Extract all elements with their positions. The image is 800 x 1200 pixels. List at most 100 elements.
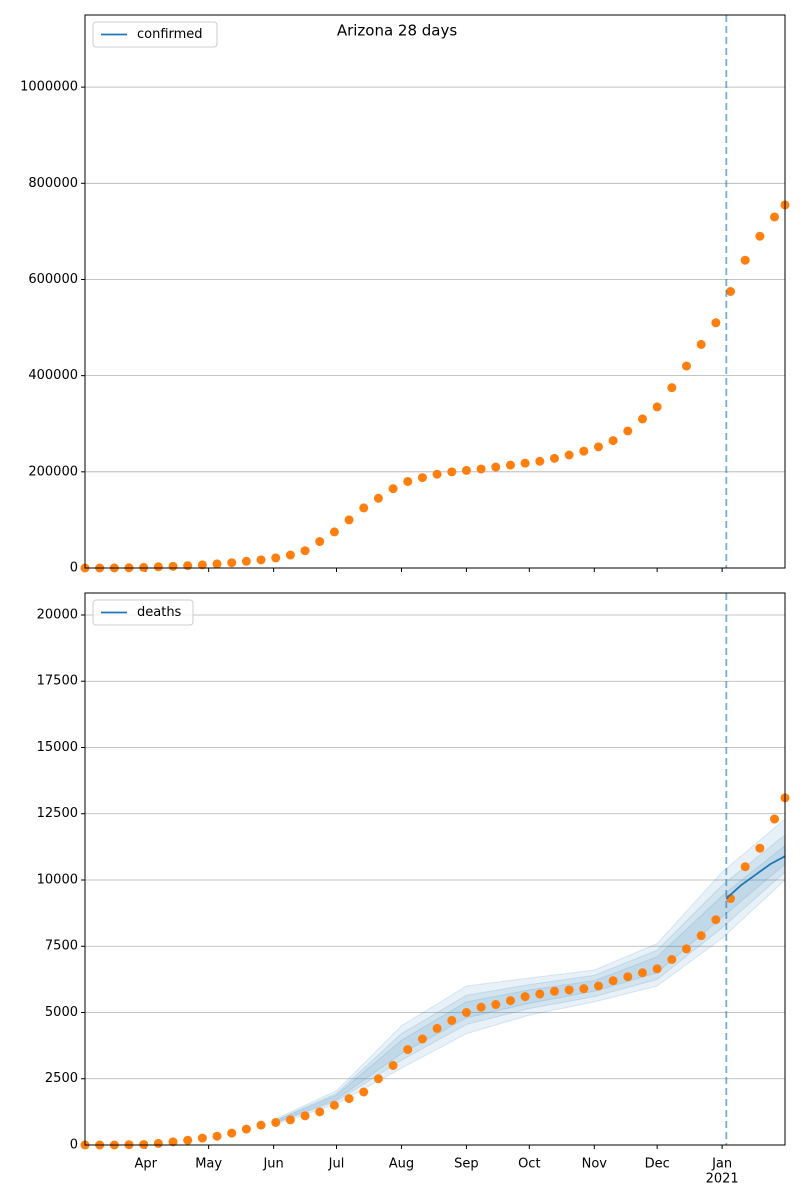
observed-point xyxy=(696,931,706,941)
observed-point xyxy=(241,556,251,566)
observed-point xyxy=(652,402,662,412)
observed-point xyxy=(432,469,442,479)
x-tick-label: Jan xyxy=(711,1157,732,1172)
observed-point xyxy=(593,442,603,452)
observed-point xyxy=(241,1124,251,1134)
x-tick-label: Nov xyxy=(582,1157,608,1172)
legend-label: deaths xyxy=(137,605,182,620)
y-tick-label: 20000 xyxy=(37,607,78,622)
observed-point xyxy=(770,814,780,824)
observed-point xyxy=(432,1023,442,1033)
observed-point xyxy=(212,1131,222,1141)
axes-frame xyxy=(84,592,786,1146)
observed-point xyxy=(491,1000,501,1010)
x-tick-label: Aug xyxy=(389,1157,414,1172)
chart-title: Arizona 28 days xyxy=(337,22,458,40)
observed-point xyxy=(520,992,530,1002)
y-tick-label: 10000 xyxy=(37,872,78,887)
observed-point xyxy=(770,212,780,222)
observed-point xyxy=(403,476,413,486)
forecast-line xyxy=(725,855,786,900)
observed-point xyxy=(373,1074,383,1084)
observed-point xyxy=(139,562,149,572)
axes-frame xyxy=(84,14,786,569)
observed-point xyxy=(623,972,633,982)
observed-point xyxy=(183,561,193,571)
observed-point xyxy=(637,414,647,424)
observed-point xyxy=(197,1133,207,1143)
observed-point xyxy=(476,1002,486,1012)
observed-point xyxy=(315,537,325,547)
y-tick-label: 0 xyxy=(70,561,78,576)
observed-point xyxy=(726,287,736,296)
observed-point xyxy=(271,553,281,563)
y-tick-label: 400000 xyxy=(28,368,78,383)
observed-point xyxy=(388,1060,398,1070)
observed-point xyxy=(755,843,765,853)
observed-point xyxy=(637,968,647,978)
observed-point xyxy=(505,460,515,470)
y-tick-label: 0 xyxy=(70,1138,78,1153)
observed-point xyxy=(564,985,574,995)
observed-point xyxy=(344,1094,354,1104)
observed-point xyxy=(139,1139,149,1149)
observed-point xyxy=(344,515,354,525)
observed-point xyxy=(740,255,750,265)
observed-point xyxy=(593,981,603,991)
observed-point xyxy=(285,1115,295,1125)
observed-point xyxy=(740,862,750,872)
observed-point xyxy=(315,1107,325,1117)
observed-point xyxy=(153,1138,163,1148)
observed-point xyxy=(300,1111,310,1121)
observed-point xyxy=(359,503,369,513)
x-tick-label: Sep xyxy=(454,1157,479,1172)
observed-point xyxy=(696,339,706,349)
observed-point xyxy=(755,231,765,241)
observed-point xyxy=(535,456,545,466)
y-tick-label: 2500 xyxy=(45,1071,78,1086)
y-tick-label: 800000 xyxy=(28,176,78,191)
observed-point xyxy=(403,1045,413,1055)
observed-point xyxy=(285,550,295,560)
legend-box xyxy=(92,599,194,626)
observed-point xyxy=(359,1087,369,1097)
observed-point xyxy=(417,1034,427,1044)
observed-point xyxy=(256,555,266,565)
observed-point xyxy=(461,1007,471,1017)
observed-point xyxy=(329,1100,339,1110)
y-tick-label: 17500 xyxy=(37,674,78,689)
y-tick-label: 200000 xyxy=(28,464,78,479)
observed-point xyxy=(520,458,530,468)
observed-point xyxy=(608,976,618,986)
observed-point xyxy=(447,1015,457,1025)
observed-point xyxy=(505,996,515,1006)
observed-point xyxy=(447,467,457,477)
observed-point xyxy=(300,546,310,556)
y-tick-label: 12500 xyxy=(37,806,78,821)
observed-point xyxy=(652,964,662,974)
uncertainty-band xyxy=(273,817,786,1126)
observed-point xyxy=(608,436,618,446)
y-tick-label: 15000 xyxy=(37,740,78,755)
x-tick-label: Jul xyxy=(328,1157,345,1172)
y-tick-label: 5000 xyxy=(45,1005,78,1020)
x-tick-label: Oct xyxy=(518,1157,540,1172)
x-tick-label: May xyxy=(195,1157,222,1172)
observed-point xyxy=(168,561,178,571)
x-tick-sublabel: 2021 xyxy=(706,1172,739,1187)
observed-point xyxy=(212,559,222,569)
observed-point xyxy=(667,954,677,964)
observed-point xyxy=(549,453,559,463)
legend-box xyxy=(92,21,218,48)
y-tick-label: 600000 xyxy=(28,272,78,287)
x-tick-label: Jun xyxy=(262,1157,283,1172)
observed-point xyxy=(373,493,383,503)
observed-point xyxy=(491,462,501,472)
observed-point xyxy=(579,446,589,456)
observed-point xyxy=(623,426,633,436)
observed-point xyxy=(227,558,237,568)
observed-point xyxy=(153,562,163,572)
observed-point xyxy=(197,560,207,570)
